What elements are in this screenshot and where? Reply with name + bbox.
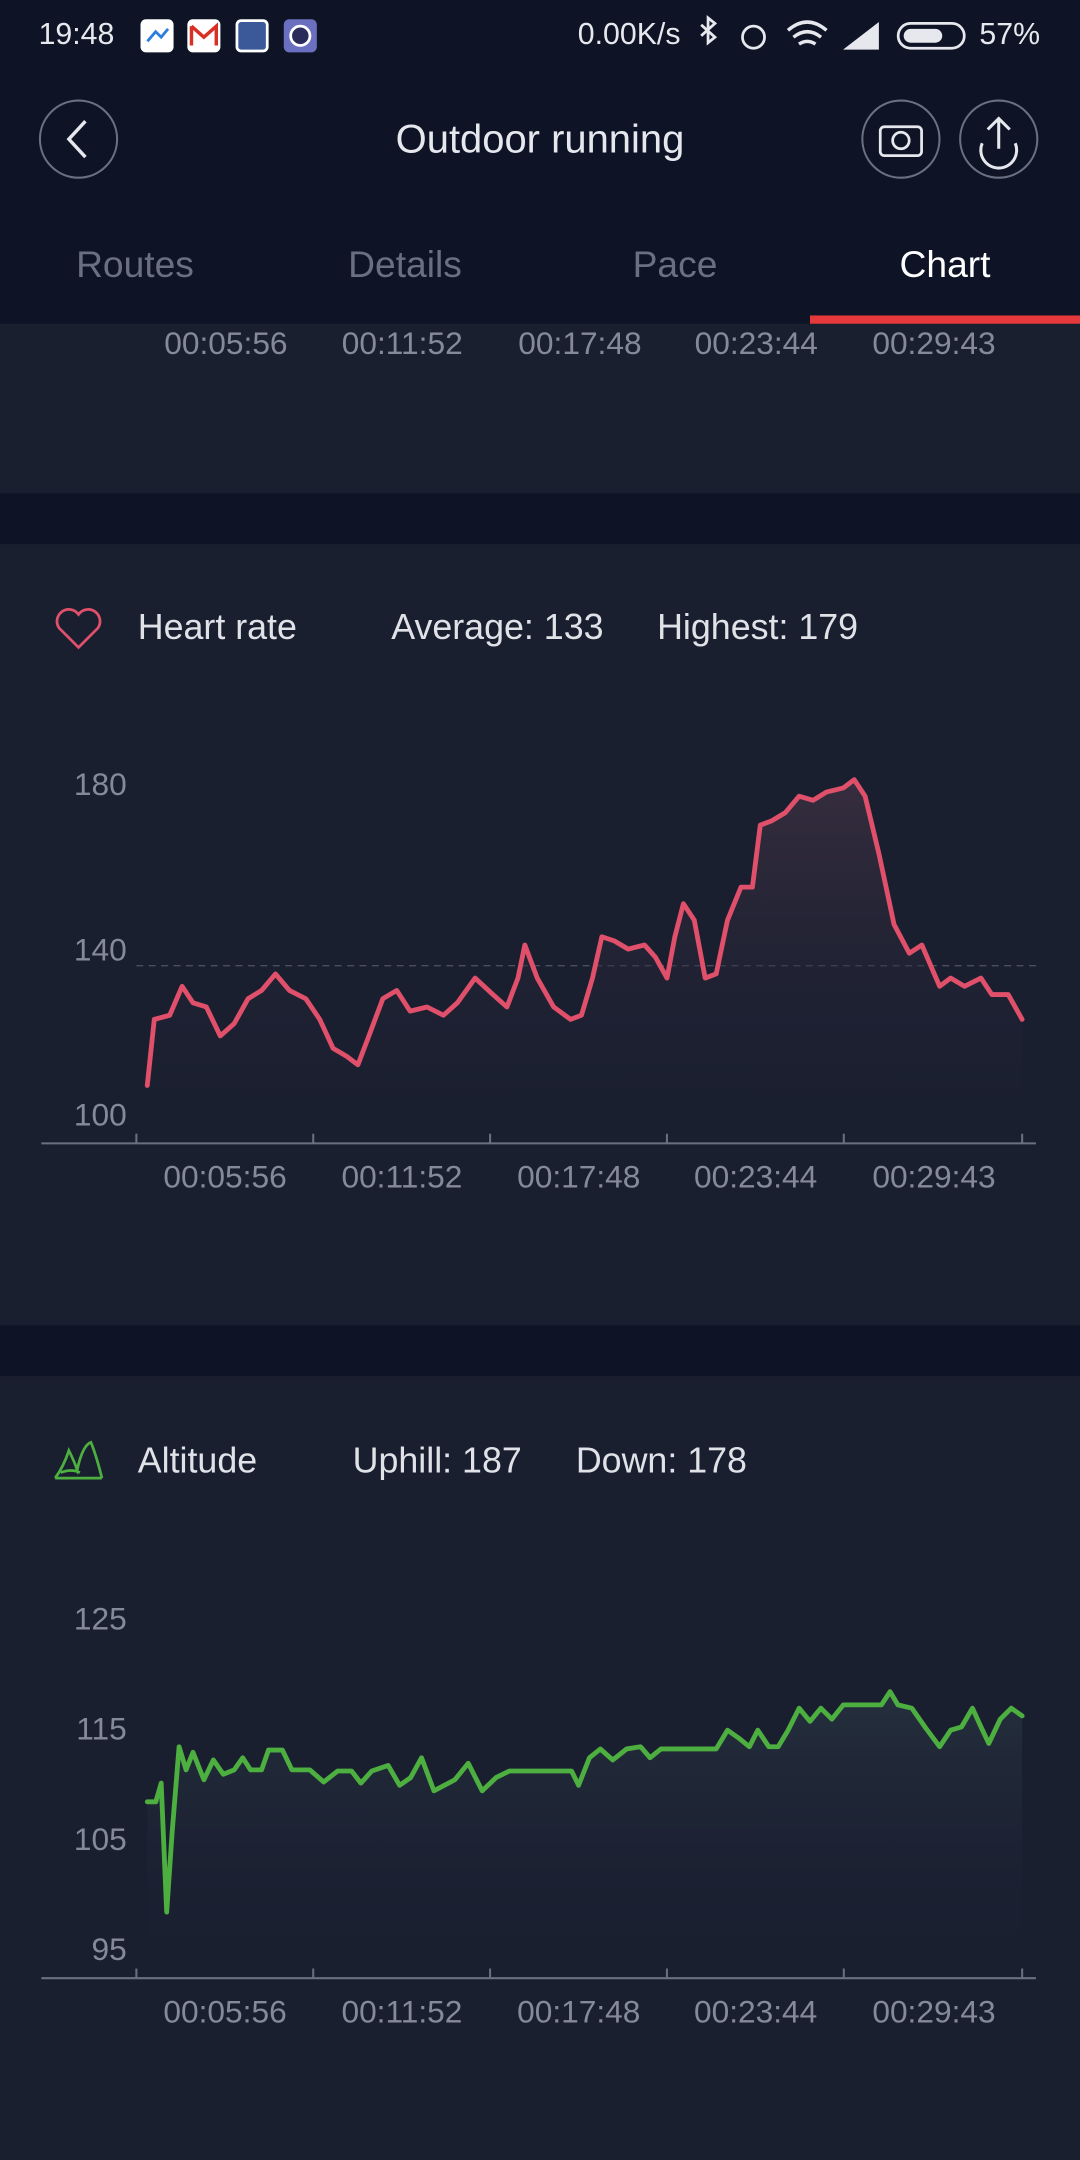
tab[interactable]: Routes (76, 243, 194, 285)
tab[interactable]: Pace (633, 243, 718, 285)
y-tick-label: 105 (74, 1821, 127, 1857)
battery-icon (896, 22, 966, 50)
chart-stat: Down: 178 (576, 1440, 747, 1480)
y-tick-label: 125 (74, 1600, 127, 1636)
battery-percent: 57% (979, 18, 1040, 51)
x-tick-label: 00:29:43 (872, 325, 995, 361)
x-tick-label: 00:23:44 (694, 1159, 817, 1195)
wifi-icon (786, 20, 828, 46)
camera-lens (891, 130, 911, 151)
status-time: 19:48 (39, 18, 115, 51)
y-tick-label: 115 (76, 1711, 127, 1747)
tab-label: Details (348, 243, 462, 285)
partial-card (0, 323, 1080, 494)
y-tick-label: 100 (74, 1097, 127, 1133)
x-tick-label: 00:17:48 (518, 325, 641, 361)
area (147, 1691, 1023, 1979)
back-circle (38, 99, 119, 179)
tab-label: Pace (633, 243, 718, 285)
x-tick-label: 00:05:56 (163, 1993, 286, 2029)
x-tick-label: 00:23:44 (694, 1993, 817, 2029)
x-tick-label: 00:11:52 (341, 1993, 462, 2029)
tab[interactable]: Details (348, 243, 462, 285)
app-glyph (289, 24, 312, 47)
chart-title: Altitude (138, 1440, 257, 1480)
y-tick-label: 95 (92, 1931, 127, 1967)
x-tick-label: 00:11:52 (342, 325, 463, 361)
back-button[interactable] (38, 99, 119, 179)
tab-label: Routes (76, 243, 194, 285)
alarm-icon (741, 24, 766, 50)
share-glyph (979, 116, 1019, 170)
chart-stat: Average: 133 (391, 607, 603, 647)
chart-stat: Highest: 179 (657, 607, 858, 647)
messenger-glyph (146, 28, 170, 43)
bluetooth-icon (700, 15, 718, 46)
tab-indicator (810, 315, 1080, 324)
facebook-bg (238, 22, 266, 50)
x-tick-label: 00:05:56 (164, 325, 287, 361)
x-tick-label: 00:29:43 (872, 1993, 995, 2029)
x-tick-label: 00:17:48 (517, 1159, 640, 1195)
heart-icon (55, 608, 102, 650)
x-tick-label: 00:23:44 (695, 325, 818, 361)
network-speed: 0.00K/s (578, 18, 681, 51)
x-tick-label: 00:05:56 (163, 1159, 286, 1195)
share-circle (959, 99, 1039, 179)
chart-stat: Uphill: 187 (353, 1440, 522, 1480)
y-tick-label: 140 (74, 931, 127, 967)
altitude-icon (53, 1440, 104, 1480)
camera-button[interactable] (861, 99, 941, 179)
x-tick-label: 00:11:52 (341, 1159, 462, 1195)
x-tick-label: 00:17:48 (517, 1993, 640, 2029)
messenger-icon (140, 19, 174, 53)
x-tick-label: 00:29:43 (872, 1159, 995, 1195)
share-button[interactable] (959, 99, 1039, 179)
line (144, 1689, 1025, 1915)
y-tick-label: 180 (74, 766, 127, 802)
camera-body (878, 125, 923, 158)
back-arrow (66, 120, 87, 159)
area (147, 779, 1023, 1144)
page-title: Outdoor running (396, 117, 685, 161)
gmail-glyph (189, 22, 218, 46)
chart-title: Heart rate (138, 607, 297, 647)
camera-circle (861, 99, 941, 179)
line (144, 777, 1025, 1088)
heart-rate-card (0, 544, 1080, 1326)
tab-label: Chart (900, 243, 992, 285)
tab[interactable]: Chart (810, 243, 1080, 324)
battery-level (903, 28, 943, 43)
